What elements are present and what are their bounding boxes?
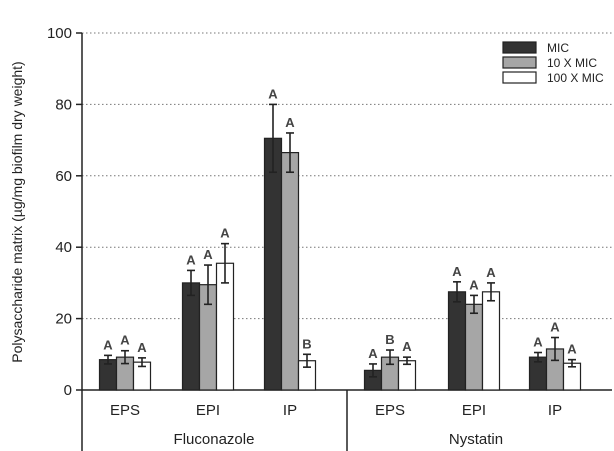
bar	[464, 303, 484, 391]
x-tick-label: EPI	[196, 402, 220, 419]
significance-label: A	[469, 277, 479, 292]
significance-label: A	[533, 335, 543, 350]
bar	[263, 137, 283, 391]
significance-label: A	[285, 115, 295, 130]
significance-label: B	[385, 332, 394, 347]
axis-layer: 0 20 40 60 80 100	[47, 25, 612, 451]
y-tick-label: 20	[55, 311, 72, 328]
grid-layer	[82, 32, 612, 320]
y-tick-label: 0	[64, 382, 72, 399]
significance-label: A	[103, 337, 113, 352]
x-tick-label: IP	[283, 402, 297, 419]
bar	[447, 291, 467, 391]
y-tick-label: 60	[55, 168, 72, 185]
significance-label: A	[452, 264, 462, 279]
significance-label: A	[486, 265, 496, 280]
significance-label: A	[402, 339, 412, 354]
label-layer: Polysaccharide matrix (µg/mg biofilm dry…	[9, 61, 577, 448]
y-tick-label: 80	[55, 96, 72, 113]
bar	[181, 282, 201, 391]
x-tick-label: EPS	[110, 402, 140, 419]
significance-label: A	[137, 340, 147, 355]
y-tick-label: 100	[47, 25, 72, 42]
y-axis-label: Polysaccharide matrix (µg/mg biofilm dry…	[9, 61, 25, 362]
significance-label: A	[567, 342, 577, 357]
bar	[280, 151, 300, 391]
significance-label: A	[203, 247, 213, 262]
significance-label: A	[120, 333, 130, 348]
x-tick-label: EPS	[375, 402, 405, 419]
bar-layer	[98, 103, 582, 391]
significance-label: A	[368, 346, 378, 361]
bar	[481, 291, 501, 391]
legend-swatch	[502, 41, 537, 54]
legend-swatch	[502, 56, 537, 69]
significance-label: A	[268, 86, 278, 101]
legend-label: MIC	[547, 41, 569, 55]
legend-label: 100 X MIC	[547, 71, 604, 85]
x-tick-label: EPI	[462, 402, 486, 419]
y-tick-label: 40	[55, 239, 72, 256]
group-label: Nystatin	[449, 431, 503, 448]
group-label: Fluconazole	[174, 431, 255, 448]
legend-label: 10 X MIC	[547, 56, 597, 70]
significance-label: A	[186, 252, 196, 267]
legend-swatch	[502, 71, 537, 84]
significance-label: B	[302, 336, 311, 351]
bar	[397, 360, 417, 391]
x-tick-label: IP	[548, 402, 562, 419]
significance-label: A	[550, 320, 560, 335]
significance-label: A	[220, 226, 230, 241]
